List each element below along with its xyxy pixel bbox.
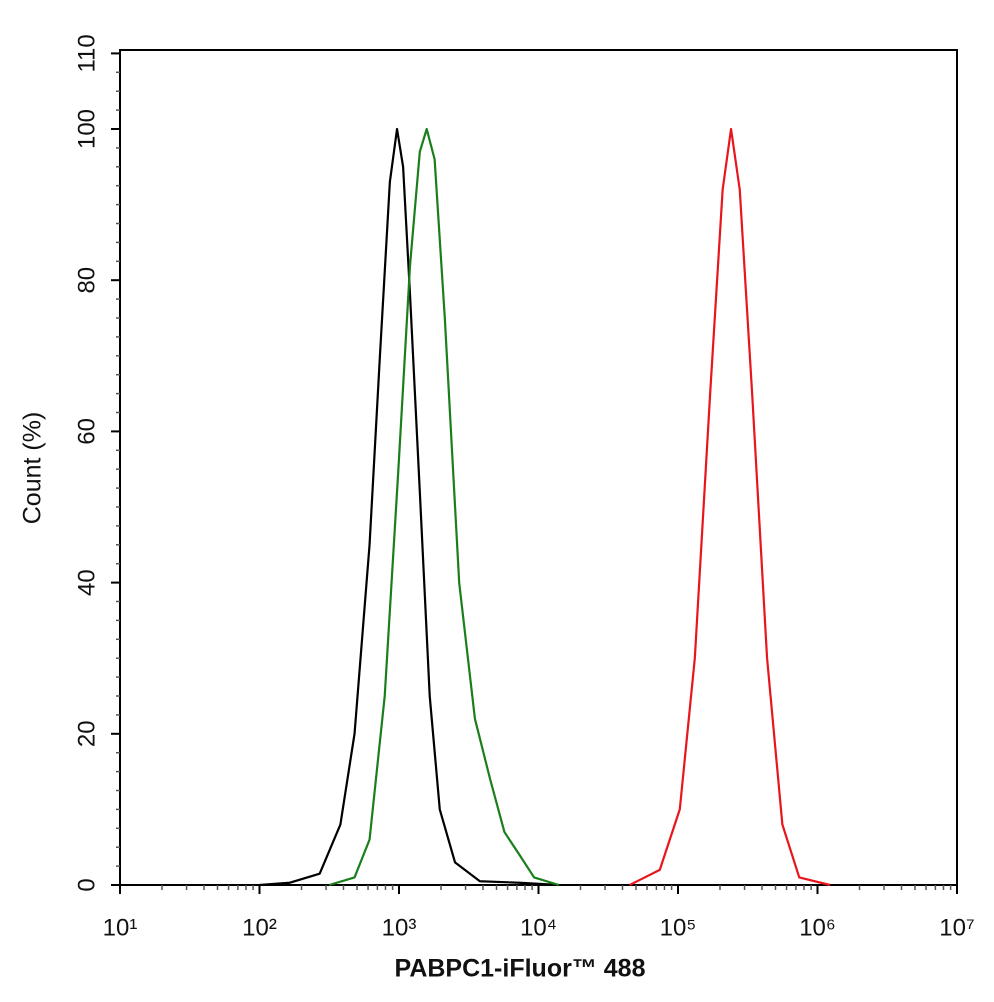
histogram-curve bbox=[629, 127, 831, 887]
y-axis-title: Count (%) bbox=[19, 412, 47, 525]
y-tick-label: 80 bbox=[73, 267, 100, 294]
x-tick-label: 10¹ bbox=[103, 914, 138, 941]
histogram-curve bbox=[259, 127, 559, 887]
x-axis-title: PABPC1-iFluor™ 488 bbox=[395, 955, 646, 983]
x-tick-label: 10⁷ bbox=[939, 914, 974, 941]
x-tick-label: 10⁴ bbox=[520, 914, 557, 941]
histogram-curve bbox=[328, 127, 560, 887]
x-tick-label: 10² bbox=[242, 914, 277, 941]
y-tick-label: 40 bbox=[73, 569, 100, 596]
y-tick-label: 20 bbox=[73, 720, 100, 747]
y-tick-label: 110 bbox=[73, 34, 100, 72]
x-tick-label: 10⁵ bbox=[660, 914, 697, 941]
x-tick-label: 10³ bbox=[382, 914, 417, 941]
x-tick-label: 10⁶ bbox=[799, 914, 836, 941]
plot-frame bbox=[119, 49, 958, 886]
y-tick-label: 60 bbox=[73, 418, 100, 445]
y-tick-label: 0 bbox=[73, 878, 100, 891]
y-tick-label: 100 bbox=[73, 109, 100, 149]
